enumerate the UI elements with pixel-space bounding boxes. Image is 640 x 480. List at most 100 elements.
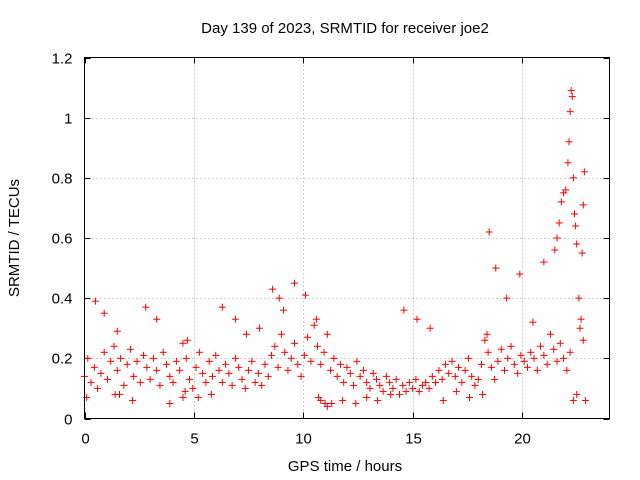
data-point [461, 366, 469, 374]
data-point [576, 324, 584, 332]
data-point [565, 138, 573, 146]
data-point [301, 291, 309, 299]
chart-title: Day 139 of 2023, SRMTID for receiver joe… [201, 20, 489, 37]
x-tick-labels: 0 5 10 15 20 [81, 431, 531, 448]
data-point [529, 318, 537, 326]
data-point [387, 390, 395, 398]
data-point [369, 369, 377, 377]
data-point [373, 375, 381, 383]
data-point [166, 372, 174, 380]
data-point [533, 366, 541, 374]
data-point [483, 330, 491, 338]
data-point [110, 342, 118, 350]
x-tick-label: 10 [295, 431, 312, 448]
data-point [310, 321, 318, 329]
data-point [169, 378, 177, 386]
data-point [579, 336, 587, 344]
data-point [514, 369, 522, 377]
data-point [487, 363, 495, 371]
data-point [479, 390, 487, 398]
data-point [566, 108, 574, 116]
data-point [261, 360, 269, 368]
data-point [415, 387, 423, 395]
x-tick-label: 15 [405, 431, 422, 448]
data-point [320, 348, 328, 356]
data-point [330, 354, 338, 362]
data-point [242, 330, 250, 338]
data-point [291, 279, 298, 287]
data-point [573, 240, 581, 248]
data-point [238, 375, 246, 383]
data-point [412, 375, 420, 383]
data-point [441, 360, 449, 368]
y-tick-labels: 0 0.2 0.4 0.6 0.8 1 1.2 [52, 51, 73, 429]
data-point [400, 306, 408, 314]
data-point [563, 366, 571, 374]
data-point [280, 306, 288, 314]
data-point [571, 210, 578, 218]
data-point [346, 369, 354, 377]
data-point [386, 378, 394, 386]
data-point [438, 375, 446, 383]
data-point [277, 330, 285, 338]
x-tick-label: 20 [514, 431, 531, 448]
data-point [199, 369, 207, 377]
x-tick-label: 5 [190, 431, 198, 448]
data-point [405, 378, 413, 386]
data-point [120, 381, 128, 389]
data-point [300, 351, 308, 359]
data-point [501, 366, 508, 374]
data-point [510, 360, 518, 368]
data-point [269, 285, 277, 293]
data-point [149, 354, 157, 362]
data-point [294, 360, 302, 368]
data-point [350, 381, 358, 389]
data-point [546, 330, 554, 338]
data-point [426, 324, 434, 332]
data-point [140, 351, 148, 359]
data-point [439, 396, 447, 404]
data-point [312, 315, 320, 323]
data-points [81, 87, 589, 410]
data-point [159, 348, 167, 356]
data-point [579, 201, 587, 209]
data-point [537, 342, 545, 350]
data-point [202, 378, 210, 386]
data-point [343, 363, 351, 371]
data-point [507, 342, 515, 350]
data-point [553, 234, 561, 242]
data-point [189, 384, 197, 392]
data-point [468, 372, 476, 380]
data-point [566, 348, 574, 356]
data-point [133, 357, 141, 365]
data-point [413, 315, 421, 323]
data-point [516, 270, 524, 278]
data-point [103, 375, 111, 383]
y-tick-label: 0.4 [52, 291, 73, 308]
data-point [275, 294, 283, 302]
data-point [195, 348, 203, 356]
data-point [291, 339, 298, 347]
data-point [179, 393, 187, 401]
data-point [432, 378, 440, 386]
data-point [215, 366, 223, 374]
data-point [235, 363, 243, 371]
data-point [183, 336, 191, 344]
data-point [231, 315, 239, 323]
data-point [485, 228, 493, 236]
data-point [172, 357, 180, 365]
data-point [568, 93, 576, 101]
y-tick-label: 0 [64, 412, 72, 429]
plot-frame [84, 57, 610, 419]
data-point [130, 372, 138, 380]
data-point [231, 354, 239, 362]
data-point [313, 342, 321, 350]
data-point [573, 390, 581, 398]
y-tick-label: 1 [64, 111, 72, 128]
data-point [363, 378, 371, 386]
data-point [530, 354, 538, 362]
data-point [540, 351, 548, 359]
data-point [340, 378, 348, 386]
data-point [484, 348, 492, 356]
